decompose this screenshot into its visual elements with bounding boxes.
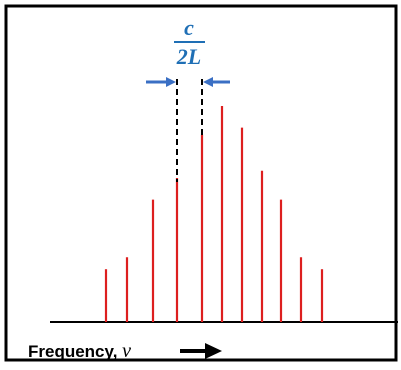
axis-label: Frequency, ν bbox=[28, 340, 131, 362]
spacing-denominator: 2L bbox=[176, 44, 201, 69]
spacing-numerator: c bbox=[184, 15, 194, 40]
spacing-arrow-right bbox=[203, 77, 230, 87]
frequency-direction-arrow bbox=[180, 343, 222, 359]
mode-lines bbox=[104, 106, 324, 322]
axis-label-text: Frequency, bbox=[28, 342, 122, 361]
nu-symbol: ν bbox=[122, 340, 131, 362]
spacing-arrow-left bbox=[146, 77, 176, 87]
spacing-label: c 2L bbox=[174, 15, 205, 69]
diagram-frame bbox=[4, 4, 398, 362]
